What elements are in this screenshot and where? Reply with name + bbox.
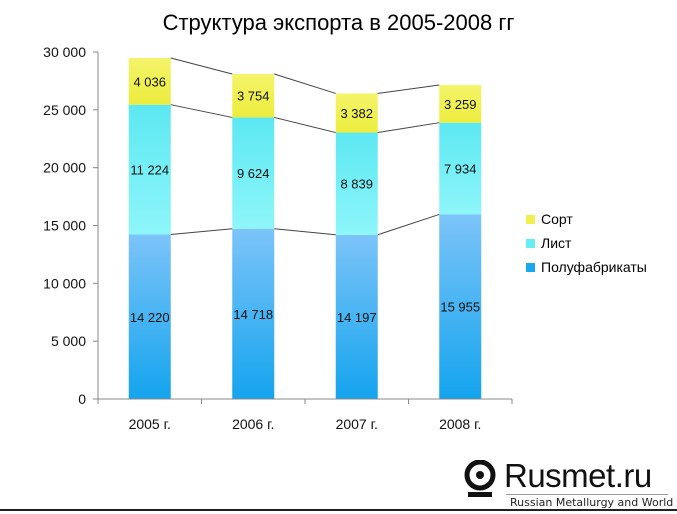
x-tick-label: 2005 г. <box>129 416 171 432</box>
bar-segment <box>335 234 378 399</box>
data-label: 14 718 <box>233 307 273 322</box>
bar-segment <box>128 58 171 105</box>
data-label: 4 036 <box>133 74 166 89</box>
series-line <box>274 116 336 134</box>
legend-swatch-semis <box>526 262 535 272</box>
bar-segment <box>439 214 482 399</box>
data-label: 8 839 <box>340 177 373 192</box>
series-line <box>170 228 233 236</box>
legend-swatch-sort <box>526 214 535 224</box>
bar-segment <box>232 228 275 399</box>
legend-label-semis: Полуфабрикаты <box>541 259 647 275</box>
series-line <box>377 122 440 134</box>
bottom-border <box>0 509 677 511</box>
bar-segment <box>335 93 378 133</box>
legend-item-semis: Полуфабрикаты <box>526 255 647 279</box>
legend-item-sort: Сорт <box>526 207 647 231</box>
logo-name: Rusmet.ru <box>504 457 652 494</box>
y-tick-label: 0 <box>78 391 86 407</box>
bar-segment <box>232 74 275 118</box>
x-tick-label: 2007 г. <box>336 416 378 432</box>
bar-segment <box>335 132 378 235</box>
series-line <box>377 84 440 94</box>
bar-segment <box>439 122 482 215</box>
legend-item-list: Лист <box>526 231 647 255</box>
data-label: 9 624 <box>237 166 270 181</box>
logo-tagline: Russian Metallurgy and World <box>510 496 674 509</box>
rusmet-logo-icon <box>464 460 496 497</box>
y-tick-label: 10 000 <box>43 275 86 291</box>
data-label: 3 754 <box>237 89 270 104</box>
data-label: 7 934 <box>444 162 477 177</box>
y-tick-label: 5 000 <box>51 333 86 349</box>
legend: Сорт Лист Полуфабрикаты <box>526 207 647 279</box>
series-line <box>274 228 336 236</box>
legend-label-list: Лист <box>541 235 572 251</box>
y-tick-label: 25 000 <box>43 102 86 118</box>
series-line <box>377 213 440 236</box>
bar-segment <box>128 234 171 399</box>
bar-segment <box>128 104 171 235</box>
x-tick-label: 2008 г. <box>439 416 481 432</box>
series-line <box>170 57 233 75</box>
data-label: 14 197 <box>337 310 377 325</box>
bar-segment <box>439 84 482 123</box>
data-label: 14 220 <box>130 310 170 325</box>
bar-segment <box>232 117 275 229</box>
chart-title: Структура экспорта в 2005-2008 гг <box>162 10 515 35</box>
y-tick-label: 20 000 <box>43 160 86 176</box>
data-label: 3 382 <box>340 106 373 121</box>
logo-divider <box>506 494 668 495</box>
series-line <box>274 73 336 94</box>
y-tick-label: 30 000 <box>43 44 86 60</box>
x-tick-label: 2006 г. <box>232 416 274 432</box>
data-label: 15 955 <box>440 300 480 315</box>
y-tick-label: 15 000 <box>43 218 86 234</box>
data-label: 3 259 <box>444 97 477 112</box>
data-label: 11 224 <box>130 163 169 178</box>
series-line <box>170 104 233 118</box>
rusmet-logo: Rusmet.ru Russian Metallurgy and World <box>462 457 674 512</box>
legend-label-sort: Сорт <box>541 211 573 227</box>
legend-swatch-list <box>526 238 535 248</box>
